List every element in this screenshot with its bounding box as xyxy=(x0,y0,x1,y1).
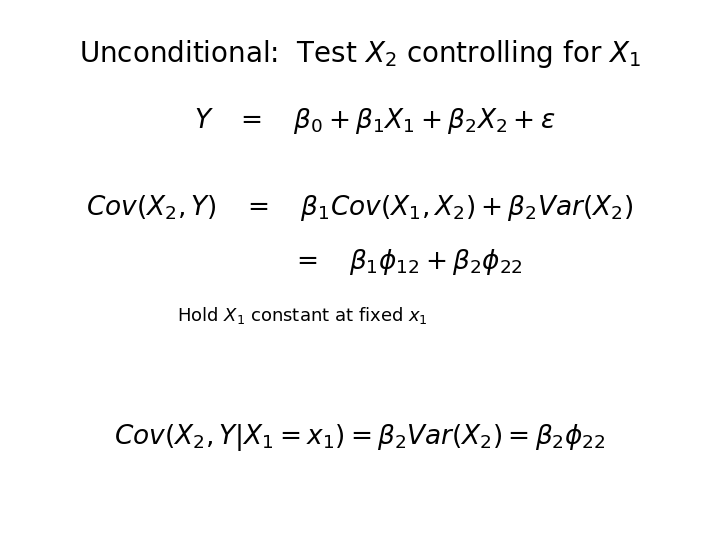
Text: Hold $X_1$ constant at fixed $x_1$: Hold $X_1$ constant at fixed $x_1$ xyxy=(177,306,428,326)
Text: $Y \quad = \quad \beta_0 + \beta_1 X_1 + \beta_2 X_2 + \epsilon$: $Y \quad = \quad \beta_0 + \beta_1 X_1 +… xyxy=(194,106,555,137)
Text: $= \quad \beta_1 \phi_{12} + \beta_2 \phi_{22}$: $= \quad \beta_1 \phi_{12} + \beta_2 \ph… xyxy=(291,247,523,277)
Text: Unconditional:  Test $X_2$ controlling for $X_1$: Unconditional: Test $X_2$ controlling fo… xyxy=(79,38,641,70)
Text: $Cov(X_2, Y) \quad = \quad \beta_1 Cov(X_1, X_2) + \beta_2 Var(X_2)$: $Cov(X_2, Y) \quad = \quad \beta_1 Cov(X… xyxy=(86,193,634,223)
Text: $Cov(X_2, Y | X_1 = x_1) = \beta_2 Var(X_2) = \beta_2 \phi_{22}$: $Cov(X_2, Y | X_1 = x_1) = \beta_2 Var(X… xyxy=(114,422,606,453)
